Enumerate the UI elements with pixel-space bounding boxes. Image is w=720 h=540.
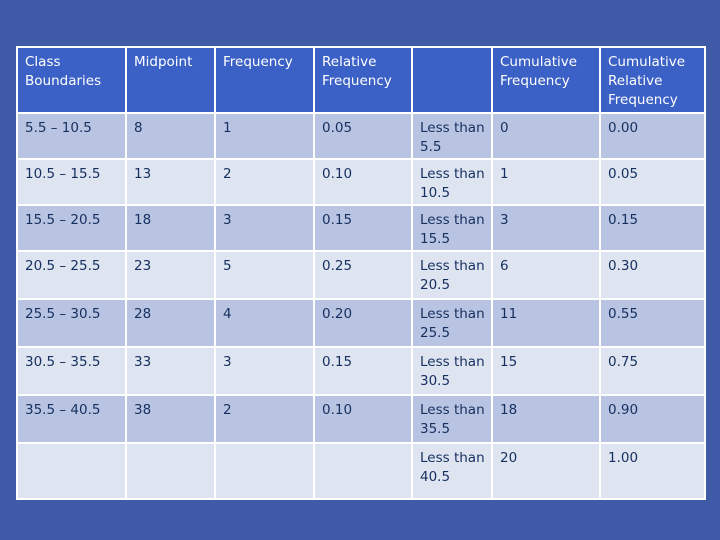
column-header: Class Boundaries: [16, 46, 127, 114]
table-cell: 35.5 – 40.5: [16, 394, 127, 444]
table-cell: 0.15: [313, 346, 413, 396]
table-cell: Less than 25.5: [411, 298, 493, 348]
table-cell: 20.5 – 25.5: [16, 250, 127, 300]
table-cell: 15.5 – 20.5: [16, 204, 127, 252]
table-cell: 0.15: [599, 204, 706, 252]
table-row: 5.5 – 10.5 8 1 0.05 Less than 5.5 0 0.00: [16, 112, 706, 160]
table-cell: 3: [491, 204, 601, 252]
table-cell: Less than 35.5: [411, 394, 493, 444]
table-cell: 1.00: [599, 442, 706, 500]
table-cell: 0: [491, 112, 601, 160]
table-row: 30.5 – 35.5 33 3 0.15 Less than 30.5 15 0.75: [16, 346, 706, 396]
table-cell: Less than 15.5: [411, 204, 493, 252]
table-cell: 8: [125, 112, 216, 160]
table-cell: 0.30: [599, 250, 706, 300]
table-cell: 3: [214, 204, 315, 252]
table-cell: 18: [125, 204, 216, 252]
table-cell: 30.5 – 35.5: [16, 346, 127, 396]
table-cell: 0.75: [599, 346, 706, 396]
table-cell: 10.5 – 15.5: [16, 158, 127, 206]
column-header: Midpoint: [125, 46, 216, 114]
table-cell: [125, 442, 216, 500]
table-cell: Less than 40.5: [411, 442, 493, 500]
table-cell: 0.05: [313, 112, 413, 160]
table-cell: 4: [214, 298, 315, 348]
table-cell: 15: [491, 346, 601, 396]
table-cell: 2: [214, 394, 315, 444]
table-cell: Less than 20.5: [411, 250, 493, 300]
table-cell: 0.55: [599, 298, 706, 348]
table-cell: 5.5 – 10.5: [16, 112, 127, 160]
table-cell: 38: [125, 394, 216, 444]
frequency-table: Class Boundaries Midpoint Frequency Relativ…: [16, 46, 706, 500]
table-cell: 6: [491, 250, 601, 300]
table-row: Less than 40.5 20 1.00: [16, 442, 706, 500]
header-row: Class Boundaries Midpoint Frequency Relativ…: [16, 46, 706, 114]
table-cell: 1: [214, 112, 315, 160]
table-row: 15.5 – 20.5 18 3 0.15 Less than 15.5 3 0.15: [16, 204, 706, 252]
column-header: Relative Frequency: [313, 46, 413, 114]
table-cell: 3: [214, 346, 315, 396]
table-cell: 0.10: [313, 394, 413, 444]
table-cell: 28: [125, 298, 216, 348]
slide: Class Boundaries Midpoint Frequency Relativ…: [16, 46, 706, 500]
column-header: Cumulative Frequency: [491, 46, 601, 114]
table-cell: Less than 10.5: [411, 158, 493, 206]
table-cell: Less than 5.5: [411, 112, 493, 160]
table-cell: 0.25: [313, 250, 413, 300]
table-cell: [214, 442, 315, 500]
table-cell: [16, 442, 127, 500]
table-cell: 0.15: [313, 204, 413, 252]
table-row: 10.5 – 15.5 13 2 0.10 Less than 10.5 1 0.05: [16, 158, 706, 206]
table-cell: 13: [125, 158, 216, 206]
table-cell: 2: [214, 158, 315, 206]
table-cell: 23: [125, 250, 216, 300]
table-cell: 5: [214, 250, 315, 300]
table-cell: 25.5 – 30.5: [16, 298, 127, 348]
column-header: [411, 46, 493, 114]
table-cell: 20: [491, 442, 601, 500]
table-cell: 0.10: [313, 158, 413, 206]
table-cell: 11: [491, 298, 601, 348]
column-header: Cumulative Relative Frequency: [599, 46, 706, 114]
table-cell: 0.20: [313, 298, 413, 348]
table-row: 25.5 – 30.5 28 4 0.20 Less than 25.5 11 0.55: [16, 298, 706, 348]
column-header: Frequency: [214, 46, 315, 114]
table-cell: 0.90: [599, 394, 706, 444]
table-cell: 0.00: [599, 112, 706, 160]
table-cell: [313, 442, 413, 500]
table-cell: 18: [491, 394, 601, 444]
table-row: 35.5 – 40.5 38 2 0.10 Less than 35.5 18 0.90: [16, 394, 706, 444]
table-cell: 1: [491, 158, 601, 206]
table-cell: 33: [125, 346, 216, 396]
table-row: 20.5 – 25.5 23 5 0.25 Less than 20.5 6 0.30: [16, 250, 706, 300]
table-cell: 0.05: [599, 158, 706, 206]
table-cell: Less than 30.5: [411, 346, 493, 396]
